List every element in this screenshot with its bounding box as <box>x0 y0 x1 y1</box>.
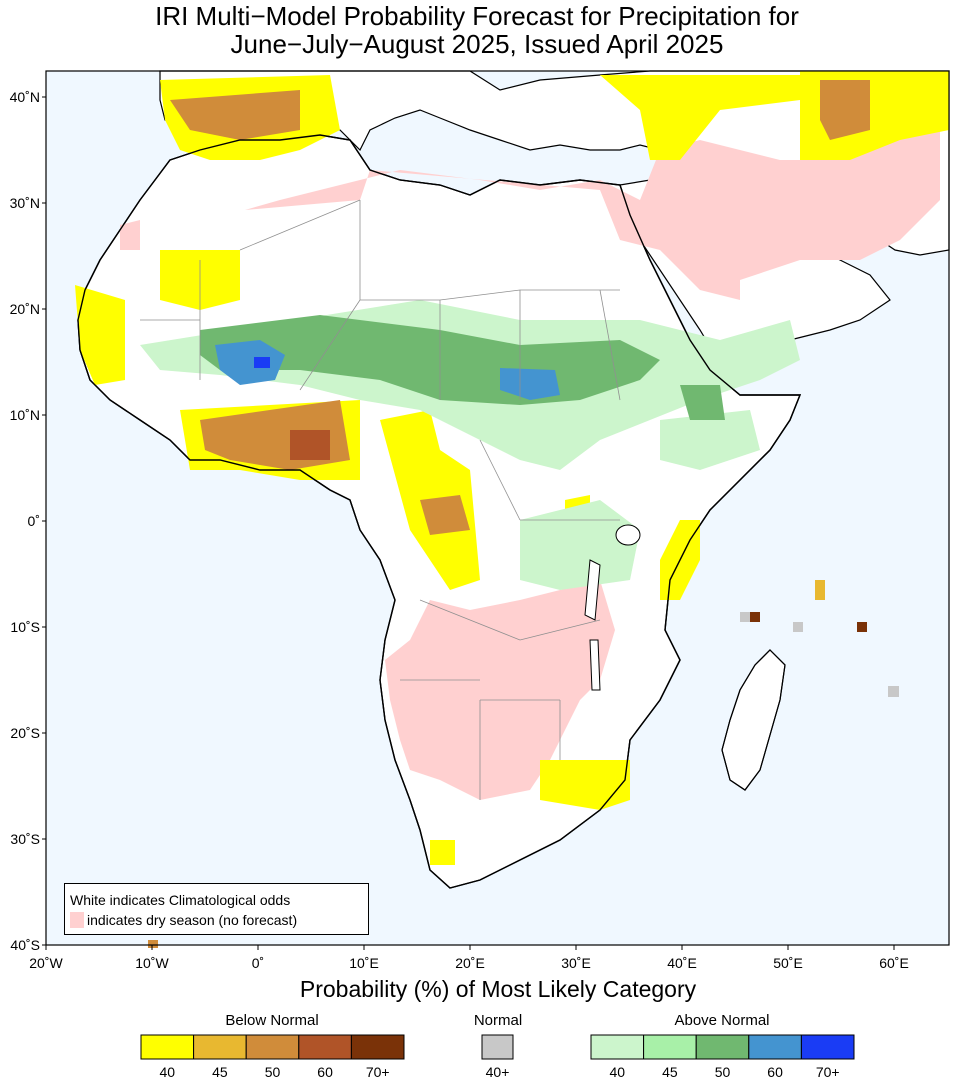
lat-label-0: 0˚ <box>27 513 40 529</box>
map-title-line2: June−July−August 2025, Issued April 2025 <box>230 29 724 59</box>
legend-note-climatological: White indicates Climatological odds <box>70 892 291 908</box>
above-normal-swatch-label-1: 45 <box>662 1064 678 1080</box>
below-normal-swatch-label-3: 60 <box>317 1064 333 1080</box>
normal-label: Normal <box>473 1012 523 1029</box>
above-normal-swatch-label-0: 40 <box>609 1064 626 1080</box>
below-normal-swatch-label-1: 45 <box>212 1064 228 1080</box>
lon-label-60e: 60˚E <box>879 955 909 971</box>
above-normal-swatch-label-4: 70+ <box>815 1064 840 1080</box>
lon-label-10e: 10˚E <box>349 955 379 971</box>
lat-label-40n: 40˚N <box>9 89 40 105</box>
below-normal-swatch-label-0: 40 <box>159 1064 176 1080</box>
lon-label-30e: 30˚E <box>561 955 591 971</box>
lat-label-20n: 20˚N <box>9 301 40 317</box>
lon-label-20w: 20˚W <box>29 955 63 971</box>
lat-label-40s: 40˚S <box>10 937 40 953</box>
map-title-line1: IRI Multi−Model Probability Forecast for… <box>155 1 799 31</box>
lat-label-30n: 30˚N <box>9 195 40 211</box>
lake-tanganyika <box>584 559 601 621</box>
lake-victoria <box>615 524 641 546</box>
colorbar-title: Probability (%) of Most Likely Category <box>299 976 697 1002</box>
lat-label-10s: 10˚S <box>10 619 40 635</box>
lat-label-20s: 20˚S <box>10 725 40 741</box>
lon-label-10w: 10˚W <box>135 955 169 971</box>
below-normal-label: Below Normal <box>225 1012 319 1029</box>
legend-note-box: White indicates Climatological odds indi… <box>64 883 369 935</box>
dry-season-swatch <box>70 912 84 928</box>
above-normal-swatch-label-2: 50 <box>714 1064 731 1080</box>
below-normal-swatch-label-4: 70+ <box>365 1064 390 1080</box>
country-borders <box>140 199 621 800</box>
above-normal-label: Above Normal <box>674 1012 770 1029</box>
lon-label-50e: 50˚E <box>773 955 803 971</box>
legend-note-dry-season: indicates dry season (no forecast) <box>87 912 298 928</box>
lon-label-0: 0˚ <box>251 955 265 971</box>
lake-malawi <box>589 639 601 691</box>
above-normal-swatch-label-3: 60 <box>767 1064 783 1080</box>
lon-label-20e: 20˚E <box>455 955 485 971</box>
below-normal-swatch-label-2: 50 <box>264 1064 281 1080</box>
normal-swatch-label-0: 40+ <box>485 1064 510 1080</box>
lon-label-40e: 40˚E <box>667 955 697 971</box>
lat-label-10n: 10˚N <box>9 407 40 423</box>
lat-label-30s: 30˚S <box>10 831 40 847</box>
